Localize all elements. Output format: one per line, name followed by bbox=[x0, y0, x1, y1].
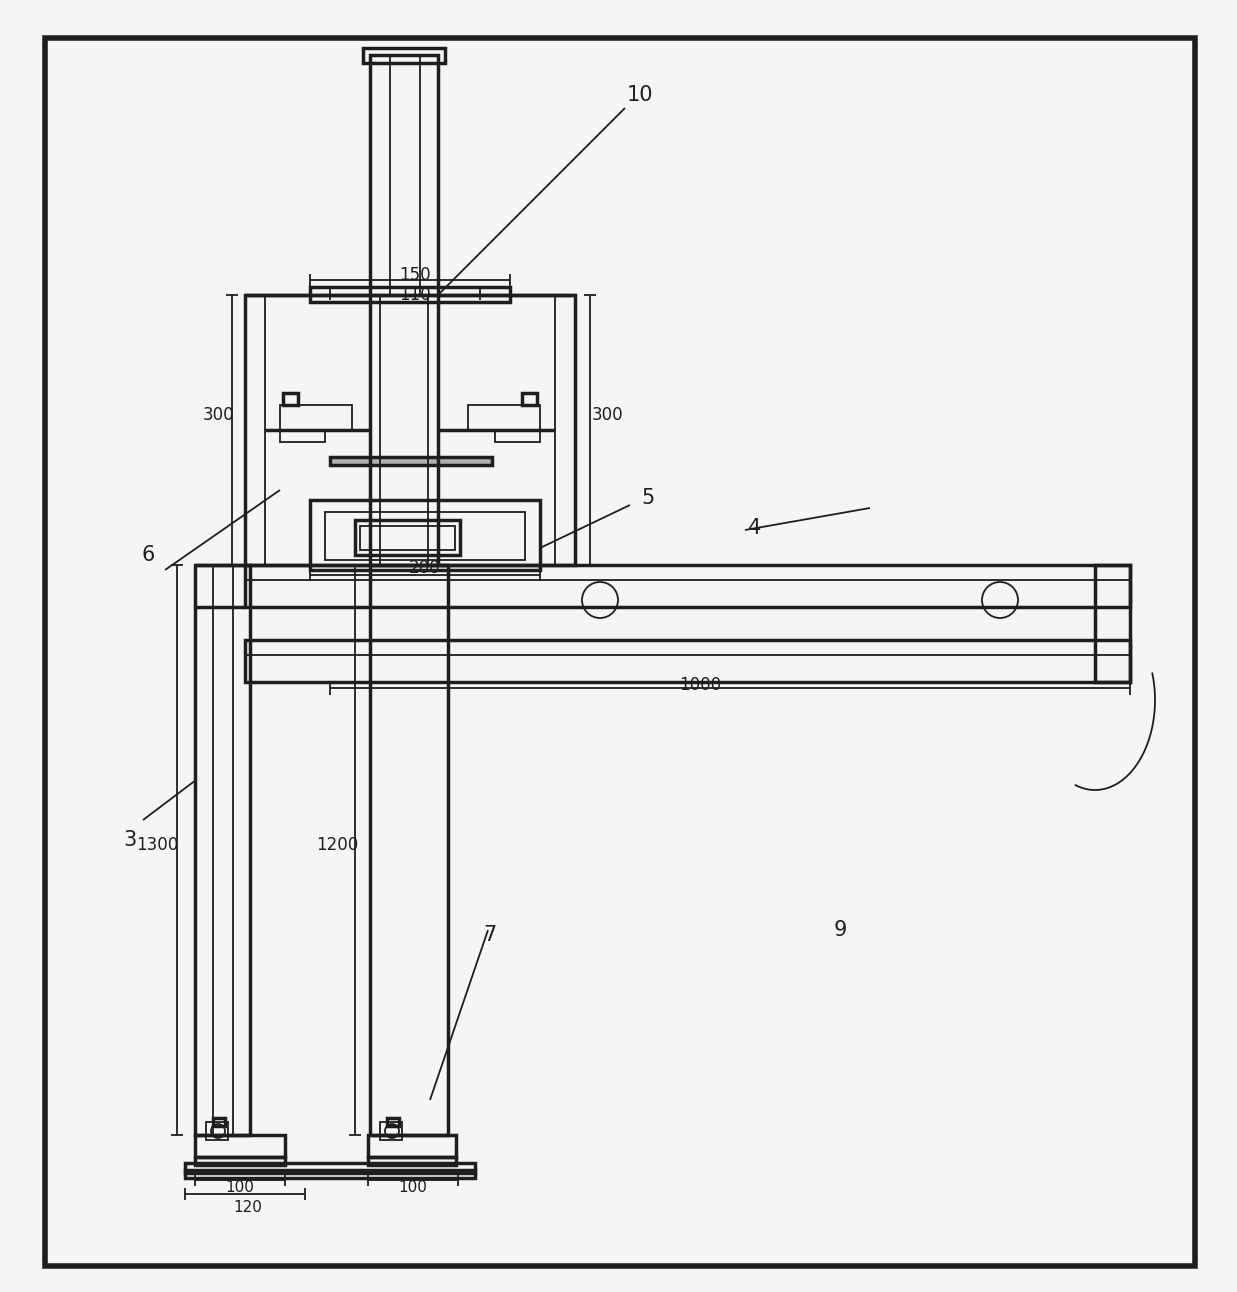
Bar bbox=[280, 404, 353, 430]
Bar bbox=[367, 1158, 456, 1165]
Bar bbox=[325, 512, 524, 559]
Bar bbox=[245, 295, 575, 565]
Text: 9: 9 bbox=[834, 920, 846, 941]
Text: 200: 200 bbox=[409, 559, 440, 578]
Text: 150: 150 bbox=[400, 266, 430, 284]
Bar bbox=[370, 565, 448, 1134]
Bar bbox=[355, 519, 460, 556]
Text: 1200: 1200 bbox=[315, 836, 359, 854]
Text: 4: 4 bbox=[748, 518, 762, 537]
Text: 7: 7 bbox=[484, 925, 496, 944]
Bar bbox=[207, 1121, 228, 1140]
Bar bbox=[245, 640, 1131, 682]
Bar bbox=[1095, 565, 1131, 682]
Text: 10: 10 bbox=[627, 85, 653, 105]
Bar bbox=[283, 393, 298, 404]
Bar bbox=[195, 565, 250, 1134]
Bar bbox=[213, 1118, 225, 1127]
Bar bbox=[195, 1158, 285, 1165]
Text: 120: 120 bbox=[234, 1200, 262, 1216]
Bar bbox=[280, 430, 325, 442]
Bar bbox=[310, 500, 541, 570]
Text: 300: 300 bbox=[202, 406, 234, 424]
Bar bbox=[186, 1171, 475, 1178]
Text: 3: 3 bbox=[124, 829, 136, 850]
Text: 6: 6 bbox=[141, 545, 155, 565]
Text: 100: 100 bbox=[225, 1181, 255, 1195]
Bar bbox=[310, 287, 510, 302]
Text: 1300: 1300 bbox=[136, 836, 178, 854]
Bar bbox=[387, 1118, 400, 1127]
Bar bbox=[367, 1134, 456, 1158]
Bar bbox=[468, 404, 541, 430]
Text: 100: 100 bbox=[398, 1181, 428, 1195]
Text: 5: 5 bbox=[641, 488, 654, 508]
Bar bbox=[362, 48, 445, 63]
Bar bbox=[495, 430, 541, 442]
Text: 1000: 1000 bbox=[679, 676, 721, 694]
Bar bbox=[245, 565, 1131, 607]
Bar bbox=[370, 56, 438, 295]
Bar bbox=[380, 1121, 402, 1140]
Text: 300: 300 bbox=[593, 406, 623, 424]
Bar bbox=[522, 393, 537, 404]
Bar bbox=[195, 1134, 285, 1158]
Bar bbox=[186, 1163, 475, 1173]
Bar bbox=[360, 526, 455, 550]
Text: 110: 110 bbox=[400, 286, 430, 304]
Bar bbox=[330, 457, 492, 465]
